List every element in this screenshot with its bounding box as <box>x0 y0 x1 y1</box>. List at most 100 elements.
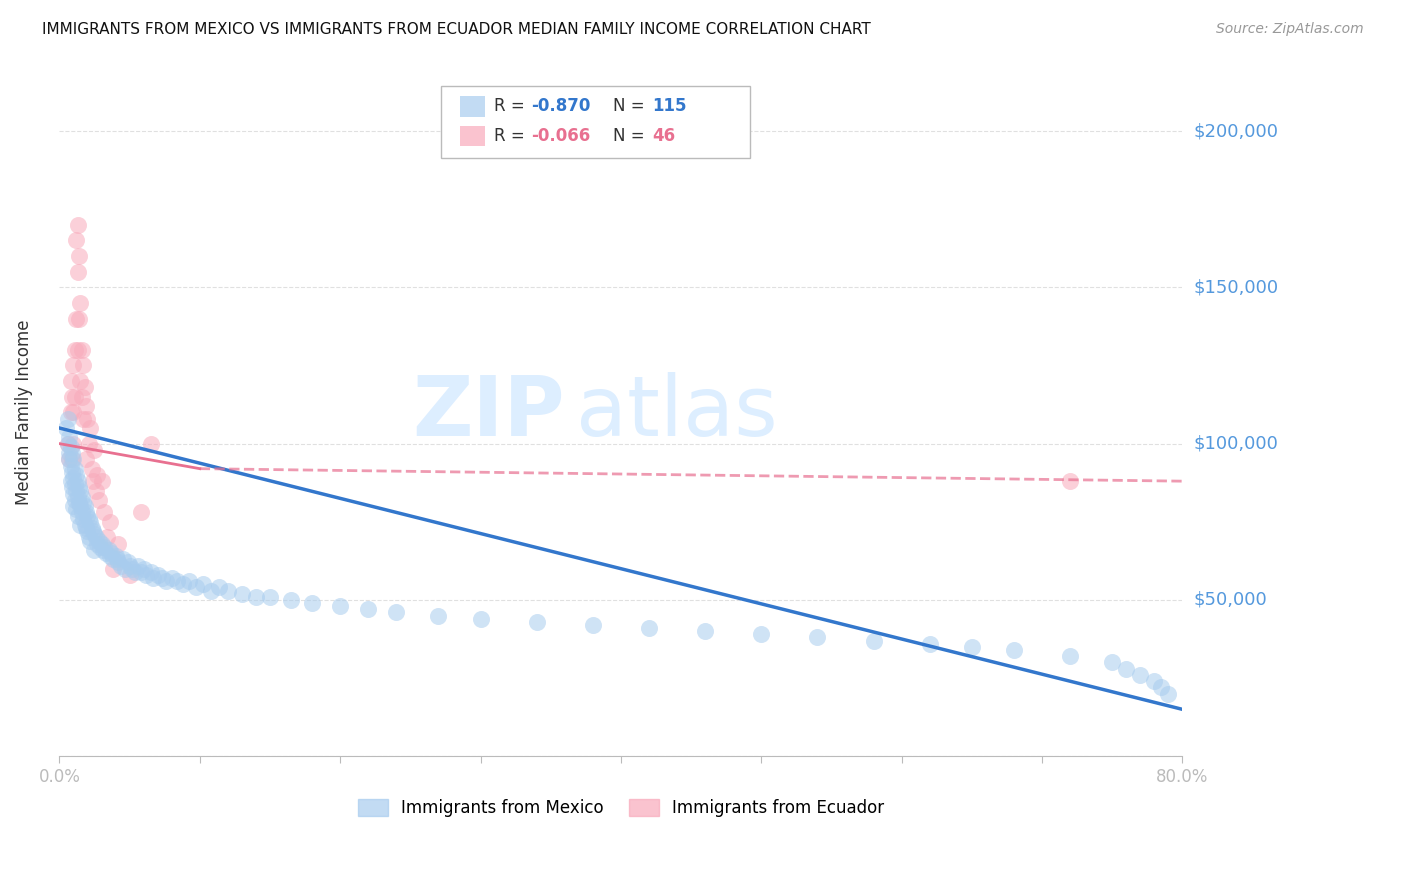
Point <box>58 452 80 467</box>
Point <box>83 527 105 541</box>
Point <box>142 571 165 585</box>
Point <box>70 343 93 357</box>
Point <box>65 502 87 516</box>
Point <box>76 524 98 538</box>
Point <box>1059 649 1081 664</box>
Point <box>56 436 79 450</box>
Point <box>1157 687 1180 701</box>
Point <box>62 499 84 513</box>
Point <box>77 531 100 545</box>
Point <box>67 249 90 263</box>
Point <box>329 599 352 614</box>
Point <box>75 505 97 519</box>
Point <box>118 568 141 582</box>
Text: atlas: atlas <box>576 372 778 453</box>
Point <box>65 311 87 326</box>
Point <box>70 505 93 519</box>
Point <box>127 558 149 573</box>
Point <box>155 574 177 589</box>
Point <box>107 556 129 570</box>
Point <box>90 537 112 551</box>
Point <box>67 311 90 326</box>
Point <box>67 480 90 494</box>
Text: N =: N = <box>613 97 650 115</box>
Point <box>101 562 124 576</box>
Point <box>82 474 104 488</box>
Point <box>94 546 117 560</box>
Text: R =: R = <box>494 127 530 145</box>
Text: R =: R = <box>494 97 530 115</box>
Point <box>98 515 121 529</box>
Point <box>96 531 118 545</box>
Point <box>63 461 86 475</box>
Point <box>191 577 214 591</box>
Point <box>62 405 84 419</box>
Point <box>177 574 200 589</box>
Point <box>62 452 84 467</box>
Point <box>172 577 194 591</box>
Point <box>73 499 96 513</box>
Point <box>65 483 87 498</box>
Point <box>63 492 86 507</box>
Point <box>385 606 408 620</box>
Point <box>69 374 91 388</box>
Point <box>110 558 132 573</box>
Point <box>259 590 281 604</box>
Text: $200,000: $200,000 <box>1194 122 1278 140</box>
Point <box>62 486 84 500</box>
Point <box>166 574 188 589</box>
Point <box>90 474 112 488</box>
Point <box>121 562 143 576</box>
Point <box>427 608 450 623</box>
Point <box>93 505 115 519</box>
Point <box>87 492 110 507</box>
Text: $100,000: $100,000 <box>1194 434 1278 452</box>
Point <box>107 537 129 551</box>
Point <box>79 515 101 529</box>
Point <box>66 343 89 357</box>
Y-axis label: Median Family Income: Median Family Income <box>15 319 32 505</box>
Point <box>65 234 87 248</box>
Point <box>66 474 89 488</box>
Point <box>231 587 253 601</box>
Point <box>960 640 983 654</box>
Point <box>72 359 94 373</box>
Point <box>100 546 122 560</box>
Point <box>79 421 101 435</box>
Point <box>58 446 80 460</box>
Point <box>117 556 139 570</box>
Point <box>184 581 207 595</box>
Point <box>56 411 79 425</box>
Point <box>70 390 93 404</box>
Point <box>1101 656 1123 670</box>
Point <box>582 618 605 632</box>
Text: 46: 46 <box>652 127 675 145</box>
Point <box>301 596 323 610</box>
Text: Source: ZipAtlas.com: Source: ZipAtlas.com <box>1216 22 1364 37</box>
Point <box>84 531 107 545</box>
Point <box>55 421 77 435</box>
Point <box>129 505 152 519</box>
Point <box>62 471 84 485</box>
Point <box>97 543 120 558</box>
Point <box>1129 668 1152 682</box>
Point <box>72 411 94 425</box>
Point <box>69 483 91 498</box>
Point <box>124 565 146 579</box>
Point <box>82 524 104 538</box>
FancyBboxPatch shape <box>441 86 751 158</box>
Point <box>146 568 169 582</box>
Text: -0.066: -0.066 <box>531 127 591 145</box>
Point <box>84 483 107 498</box>
Point <box>111 552 134 566</box>
Point <box>75 452 97 467</box>
Point <box>806 631 828 645</box>
Point <box>114 562 136 576</box>
Point <box>58 452 80 467</box>
Point <box>91 543 114 558</box>
Point <box>63 343 86 357</box>
Point <box>1059 474 1081 488</box>
Point <box>87 533 110 548</box>
Point <box>132 562 155 576</box>
Point <box>139 436 162 450</box>
